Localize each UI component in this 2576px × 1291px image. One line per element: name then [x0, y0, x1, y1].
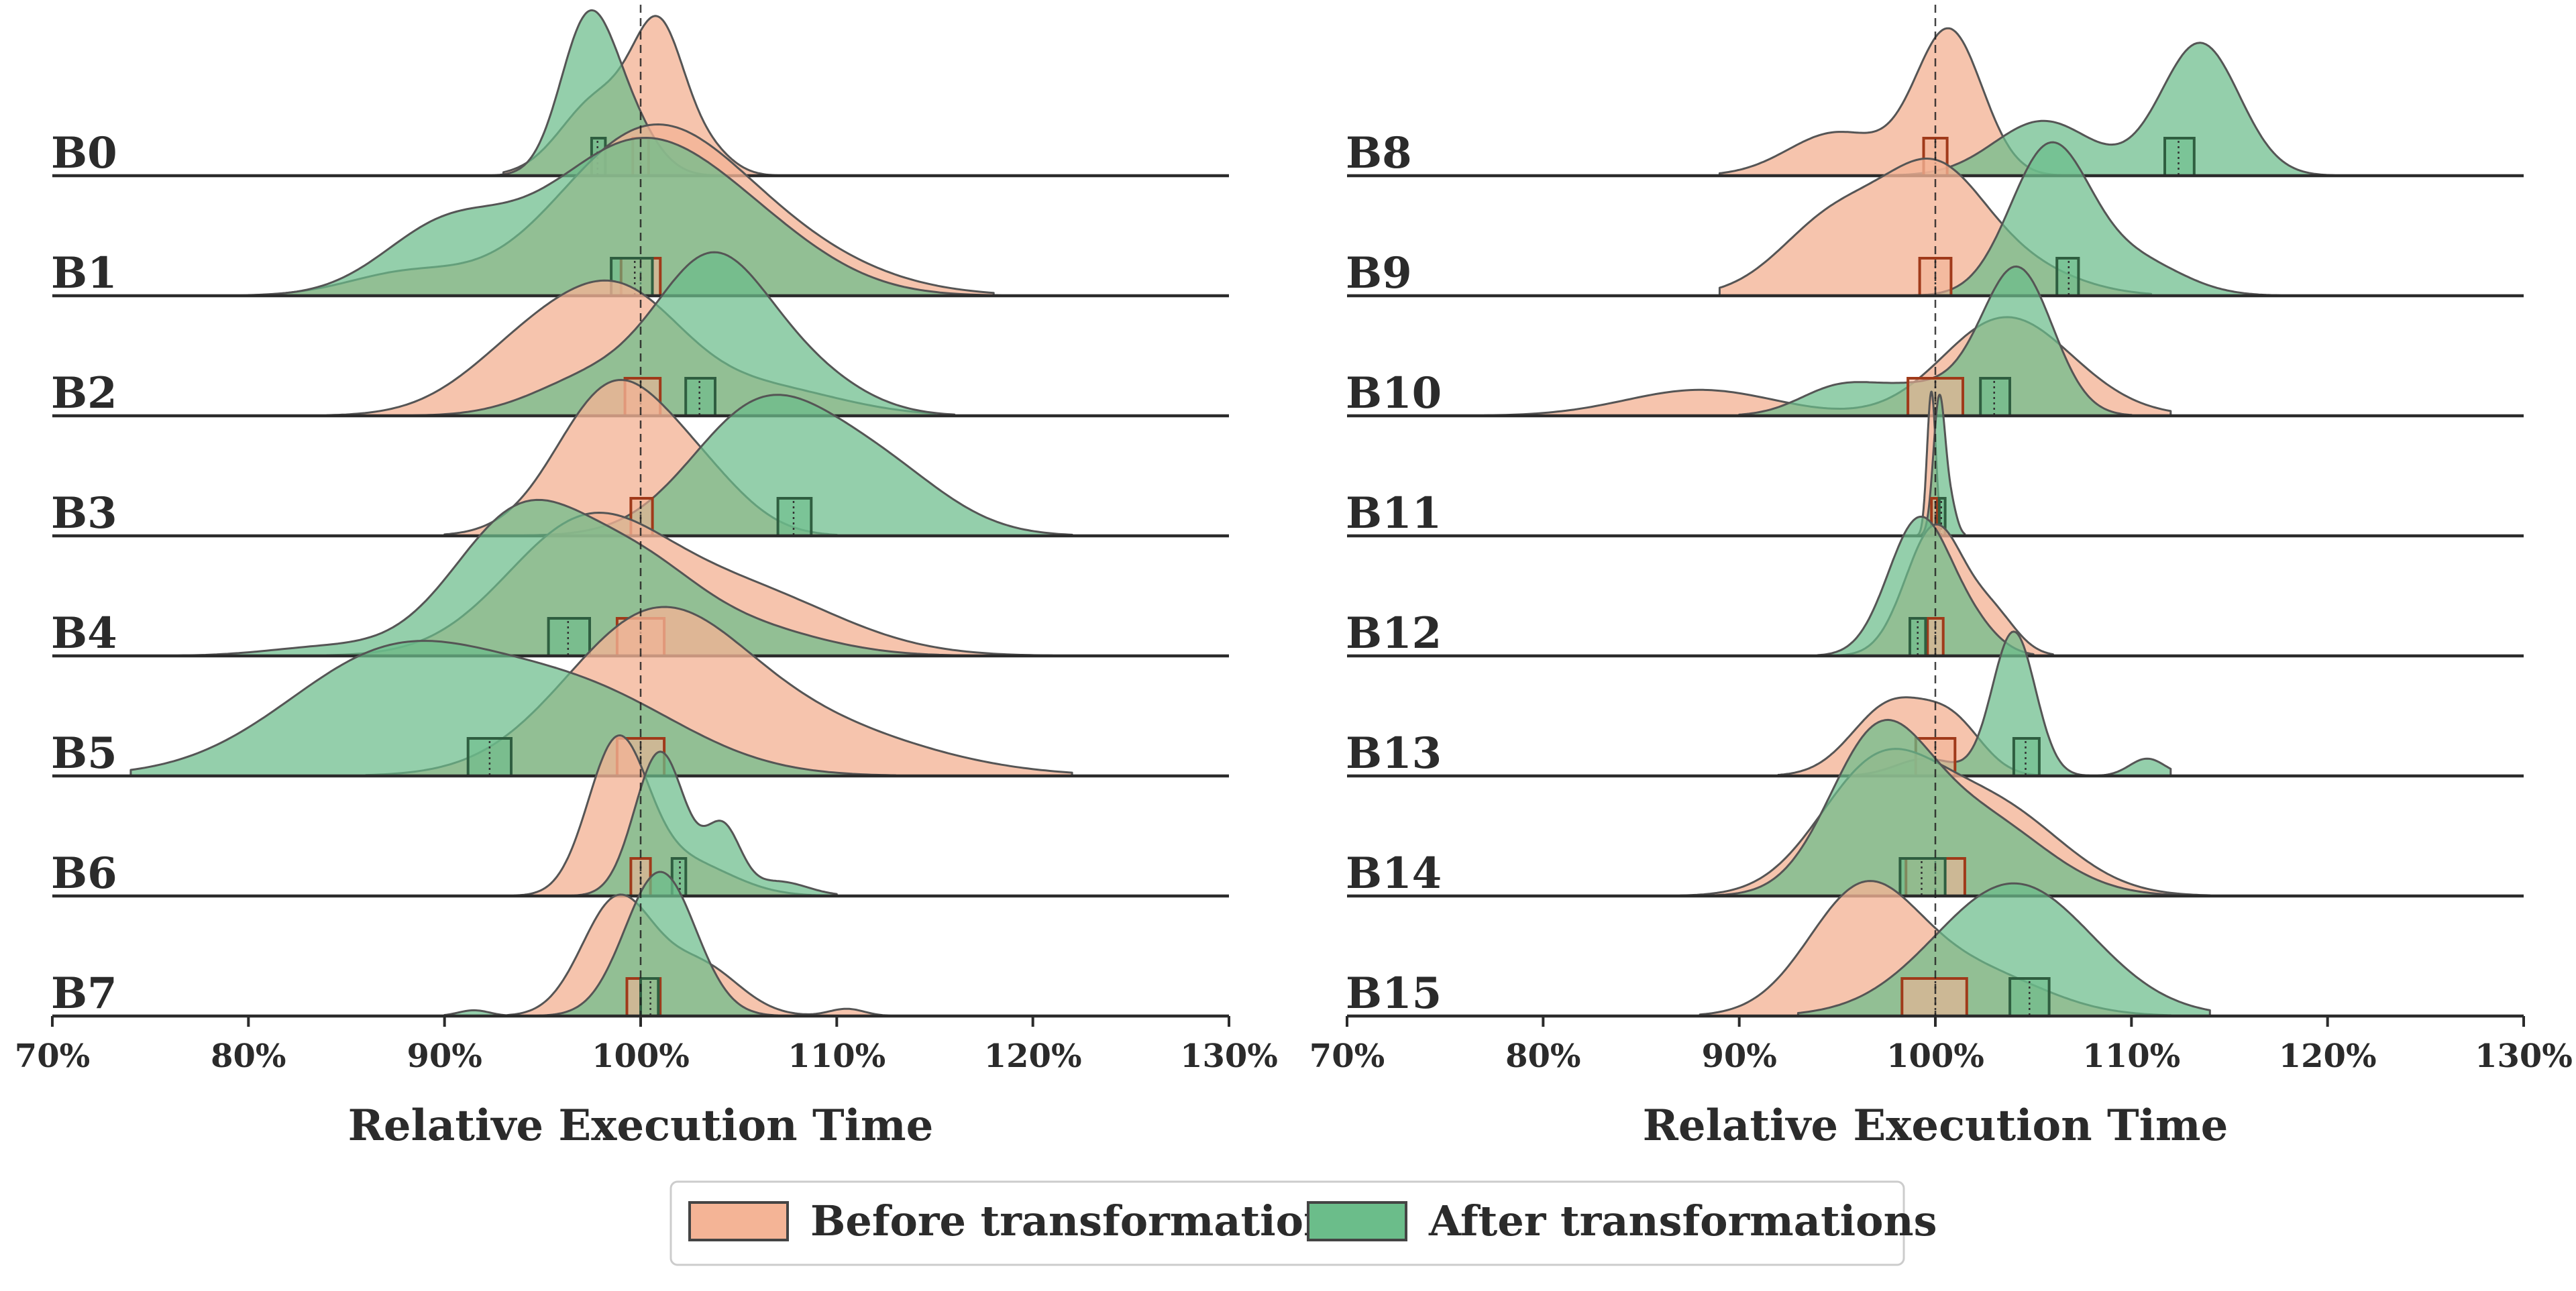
- legend-swatch-0: [688, 1201, 789, 1241]
- row-label-B7: B7: [51, 968, 117, 1019]
- x-tick-label-1: 80%: [211, 1037, 286, 1075]
- row-label-B5: B5: [51, 728, 117, 779]
- ridge-row-B10: B10: [1346, 265, 2524, 418]
- density-after-B8: [1875, 42, 2349, 177]
- row-label-B6: B6: [51, 848, 117, 899]
- density-after-B2: [404, 251, 956, 417]
- density-after-B7: [443, 871, 780, 1017]
- row-label-B9: B9: [1346, 248, 1412, 298]
- row-label-B11: B11: [1346, 488, 1442, 539]
- row-label-B12: B12: [1346, 608, 1442, 659]
- x-tick-label-0: 70%: [1309, 1037, 1385, 1075]
- iqr-box-before-B15: [1900, 977, 1968, 1017]
- x-tick-label-3: 100%: [592, 1037, 690, 1075]
- density-after-B9: [1895, 141, 2290, 297]
- density-after-B14: [1699, 718, 2211, 897]
- row-label-B1: B1: [51, 248, 117, 298]
- iqr-box-after-B14: [1898, 857, 1947, 897]
- iqr-box-after-B7: [639, 977, 660, 1017]
- x-tick-label-2: 90%: [1701, 1037, 1776, 1075]
- legend-label-1: After transformations: [1428, 1196, 1937, 1245]
- x-tick-label-3: 100%: [1886, 1037, 1984, 1075]
- row-label-B8: B8: [1346, 128, 1412, 178]
- row-label-B13: B13: [1346, 728, 1442, 779]
- x-axis-title: Relative Execution Time: [348, 1101, 934, 1151]
- x-tick-label-2: 90%: [407, 1037, 482, 1075]
- density-after-B12: [1817, 515, 2035, 657]
- x-tick-label-6: 130%: [2475, 1037, 2573, 1075]
- legend-swatch-1: [1307, 1201, 1407, 1241]
- iqr-box-after-B3: [776, 497, 813, 537]
- row-label-B4: B4: [51, 608, 117, 659]
- x-tick-label-5: 120%: [984, 1037, 1082, 1075]
- panel-1: B8 B9 B10 B11 B12 B13 B14 B15 70% 80% 90% 100% 110% 1…: [1309, 5, 2573, 1151]
- density-after-B10: [1738, 265, 2133, 417]
- density-after-B4: [149, 498, 1034, 657]
- density-after-B1: [208, 137, 1034, 297]
- iqr-box-after-B8: [2163, 137, 2196, 177]
- x-tick-label-4: 110%: [2082, 1037, 2180, 1075]
- legend: Before transformations After transformati…: [669, 1180, 1937, 1266]
- row-label-B15: B15: [1346, 968, 1442, 1019]
- iqr-box-after-B4: [547, 617, 591, 657]
- row-label-B10: B10: [1346, 368, 1442, 418]
- iqr-box-after-B9: [2055, 257, 2080, 297]
- row-label-B3: B3: [51, 488, 117, 539]
- legend-frame: [669, 1180, 1905, 1266]
- x-tick-label-5: 120%: [2279, 1037, 2377, 1075]
- x-tick-label-4: 110%: [788, 1037, 885, 1075]
- row-label-B0: B0: [51, 128, 117, 178]
- density-after-B5: [129, 640, 897, 777]
- legend-label-0: Before transformations: [810, 1196, 1357, 1245]
- row-label-B14: B14: [1346, 848, 1442, 899]
- x-axis-title: Relative Execution Time: [1643, 1101, 2229, 1151]
- iqr-box-after-B13: [2012, 737, 2041, 777]
- iqr-box-after-B10: [1979, 377, 2011, 417]
- x-tick-label-6: 130%: [1180, 1037, 1278, 1075]
- iqr-box-after-B2: [684, 377, 717, 417]
- panel-0: B0 B1 B2 B3 B4 B5 B6 B7 70% 80% 90% 100% 110% 120% 130…: [15, 5, 1278, 1151]
- x-tick-label-0: 70%: [15, 1037, 90, 1075]
- x-tick-label-1: 80%: [1505, 1037, 1580, 1075]
- row-label-B2: B2: [51, 368, 117, 418]
